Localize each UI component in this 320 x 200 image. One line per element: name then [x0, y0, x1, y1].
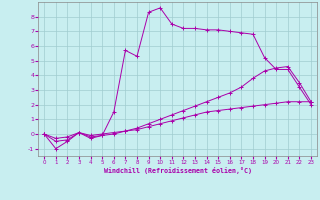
X-axis label: Windchill (Refroidissement éolien,°C): Windchill (Refroidissement éolien,°C)	[104, 167, 252, 174]
